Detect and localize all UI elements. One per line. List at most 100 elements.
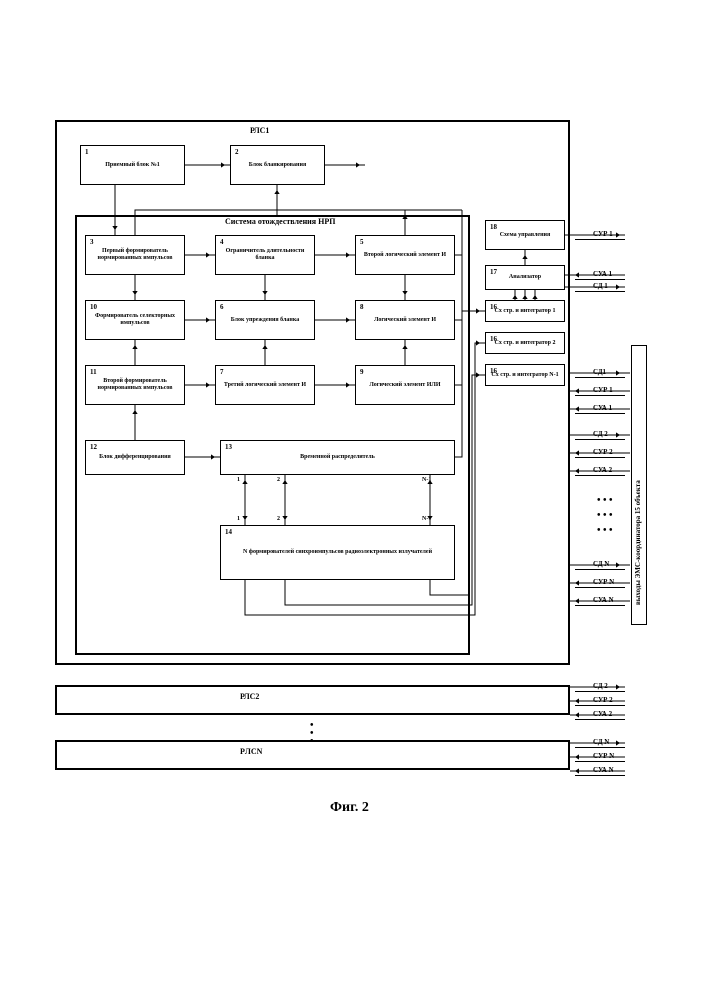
tick-label: N-1: [422, 516, 431, 522]
signal-label: СУР 2: [593, 448, 613, 456]
block-label: Приемный блок №1: [105, 162, 160, 169]
signal-underline: [575, 291, 625, 292]
frame-label-system: Система отождествления НРП: [225, 217, 335, 226]
signal-underline: [575, 761, 625, 762]
ellipsis: • • •: [597, 525, 613, 536]
block-num: 18: [490, 223, 497, 231]
signal-label: СУА N: [593, 596, 614, 604]
signal-underline: [575, 587, 625, 588]
block-b10: 10 Формирователь селекторных импульсов: [85, 300, 185, 340]
signal-underline: [575, 705, 625, 706]
block-b11: 11Второй формирователь нормированных имп…: [85, 365, 185, 405]
tick-label: 2: [277, 477, 280, 483]
block-label: Схема управления: [500, 232, 551, 239]
block-b2: 2 Блок бланкирования: [230, 145, 325, 185]
block-b9: 9 Логический элемент ИЛИ: [355, 365, 455, 405]
block-b4: 4 Ограничитель длительности бланка: [215, 235, 315, 275]
block-num: 5: [360, 238, 364, 246]
block-num: 9: [360, 368, 364, 376]
signal-underline: [575, 719, 625, 720]
block-label: Первый формирователь нормированных импул…: [88, 248, 182, 262]
block-label: Сх стр. и интегратор 1: [495, 308, 556, 315]
frame-label-rlsn: PЛCN: [240, 747, 262, 756]
signal-label: СУР N: [593, 752, 614, 760]
signal-underline: [575, 457, 625, 458]
tick-label: N-1: [422, 477, 431, 483]
block-num: 7: [220, 368, 224, 376]
block-num: 12: [90, 443, 97, 451]
block-label: Логический элемент И: [374, 317, 436, 324]
block-b1: 1 Приемный блок №1: [80, 145, 185, 185]
block-b18: 18Схема управления: [485, 220, 565, 250]
block-num: 13: [225, 443, 232, 451]
block-num: 2: [235, 148, 239, 156]
block-b5: 5Второй логический элемент И: [355, 235, 455, 275]
signal-label: СД 2: [593, 682, 608, 690]
tick-label: 1: [237, 477, 240, 483]
block-b17: 17 Анализатор: [485, 265, 565, 290]
block-b6: 6 Блок упреждения бланка: [215, 300, 315, 340]
signal-label: СУА 1: [593, 404, 612, 412]
block-b14: 14N формирователей синхроимпульсов радио…: [220, 525, 455, 580]
frame-label-rls1: РЛС1: [250, 126, 269, 135]
signal-label: СД N: [593, 738, 609, 746]
block-label: Блок дифференцирования: [99, 454, 171, 461]
frame-label-rls2: РЛС2: [240, 692, 259, 701]
figure-caption: Фиг. 2: [330, 800, 369, 816]
block-num: 17: [490, 268, 497, 276]
block-num: 6: [220, 303, 224, 311]
signal-label: СУА 1: [593, 270, 612, 278]
block-label: Временной распределитель: [300, 454, 375, 461]
block-num: 10: [90, 303, 97, 311]
block-label: Третий логический элемент И: [224, 382, 306, 389]
signal-label: СД 1: [593, 282, 608, 290]
block-label: Сх стр. и интегратор N-1: [491, 372, 558, 379]
signal-underline: [575, 413, 625, 414]
block-num: 4: [220, 238, 224, 246]
block-b3: 3 Первый формирователь нормированных импу…: [85, 235, 185, 275]
block-num: 1: [85, 148, 89, 156]
ellipsis: • • •: [597, 510, 613, 521]
coord-label: выходы ЭМС-координатора 15 объекта: [634, 365, 642, 605]
signal-underline: [575, 439, 625, 440]
block-num: 8: [360, 303, 364, 311]
signal-label: СУР N: [593, 578, 614, 586]
block-label: Блок упреждения бланка: [231, 317, 299, 324]
signal-label: СД1: [593, 368, 606, 376]
signal-label: СУР 1: [593, 230, 613, 238]
tick-label: 2: [277, 516, 280, 522]
signal-underline: [575, 747, 625, 748]
block-label: N формирователей синхроимпульсов радиоэл…: [243, 549, 432, 556]
block-num: 3: [90, 238, 94, 246]
block-label: Второй формирователь нормированных импул…: [88, 378, 182, 392]
frame-system: [75, 215, 470, 655]
block-b16b: 16Сх стр. и интегратор 2: [485, 332, 565, 354]
block-b16c: 16Сх стр. и интегратор N-1: [485, 364, 565, 386]
block-label: Логический элемент ИЛИ: [369, 382, 440, 389]
signal-underline: [575, 279, 625, 280]
block-b8: 8 Логический элемент И: [355, 300, 455, 340]
ellipsis: •: [310, 736, 314, 747]
block-label: Второй логический элемент И: [364, 252, 446, 259]
block-b7: 7Третий логический элемент И: [215, 365, 315, 405]
block-b16a: 16Сх стр. и интегратор 1: [485, 300, 565, 322]
block-label: Анализатор: [509, 274, 541, 281]
block-label: Блок бланкирования: [249, 162, 306, 169]
signal-underline: [575, 691, 625, 692]
block-label: Ограничитель длительности бланка: [218, 248, 312, 262]
frame-rls2: [55, 685, 570, 715]
block-b13: 13 Временной распределитель: [220, 440, 455, 475]
block-b12: 12Блок дифференцирования: [85, 440, 185, 475]
block-label: Формирователь селекторных импульсов: [88, 313, 182, 327]
tick-label: 1: [237, 516, 240, 522]
signal-label: СУР 1: [593, 386, 613, 394]
signal-underline: [575, 377, 625, 378]
signal-underline: [575, 569, 625, 570]
signal-underline: [575, 239, 625, 240]
signal-underline: [575, 605, 625, 606]
signal-underline: [575, 395, 625, 396]
signal-underline: [575, 475, 625, 476]
block-num: 16: [490, 367, 497, 375]
signal-label: СУА 2: [593, 466, 612, 474]
block-num: 16: [490, 335, 497, 343]
